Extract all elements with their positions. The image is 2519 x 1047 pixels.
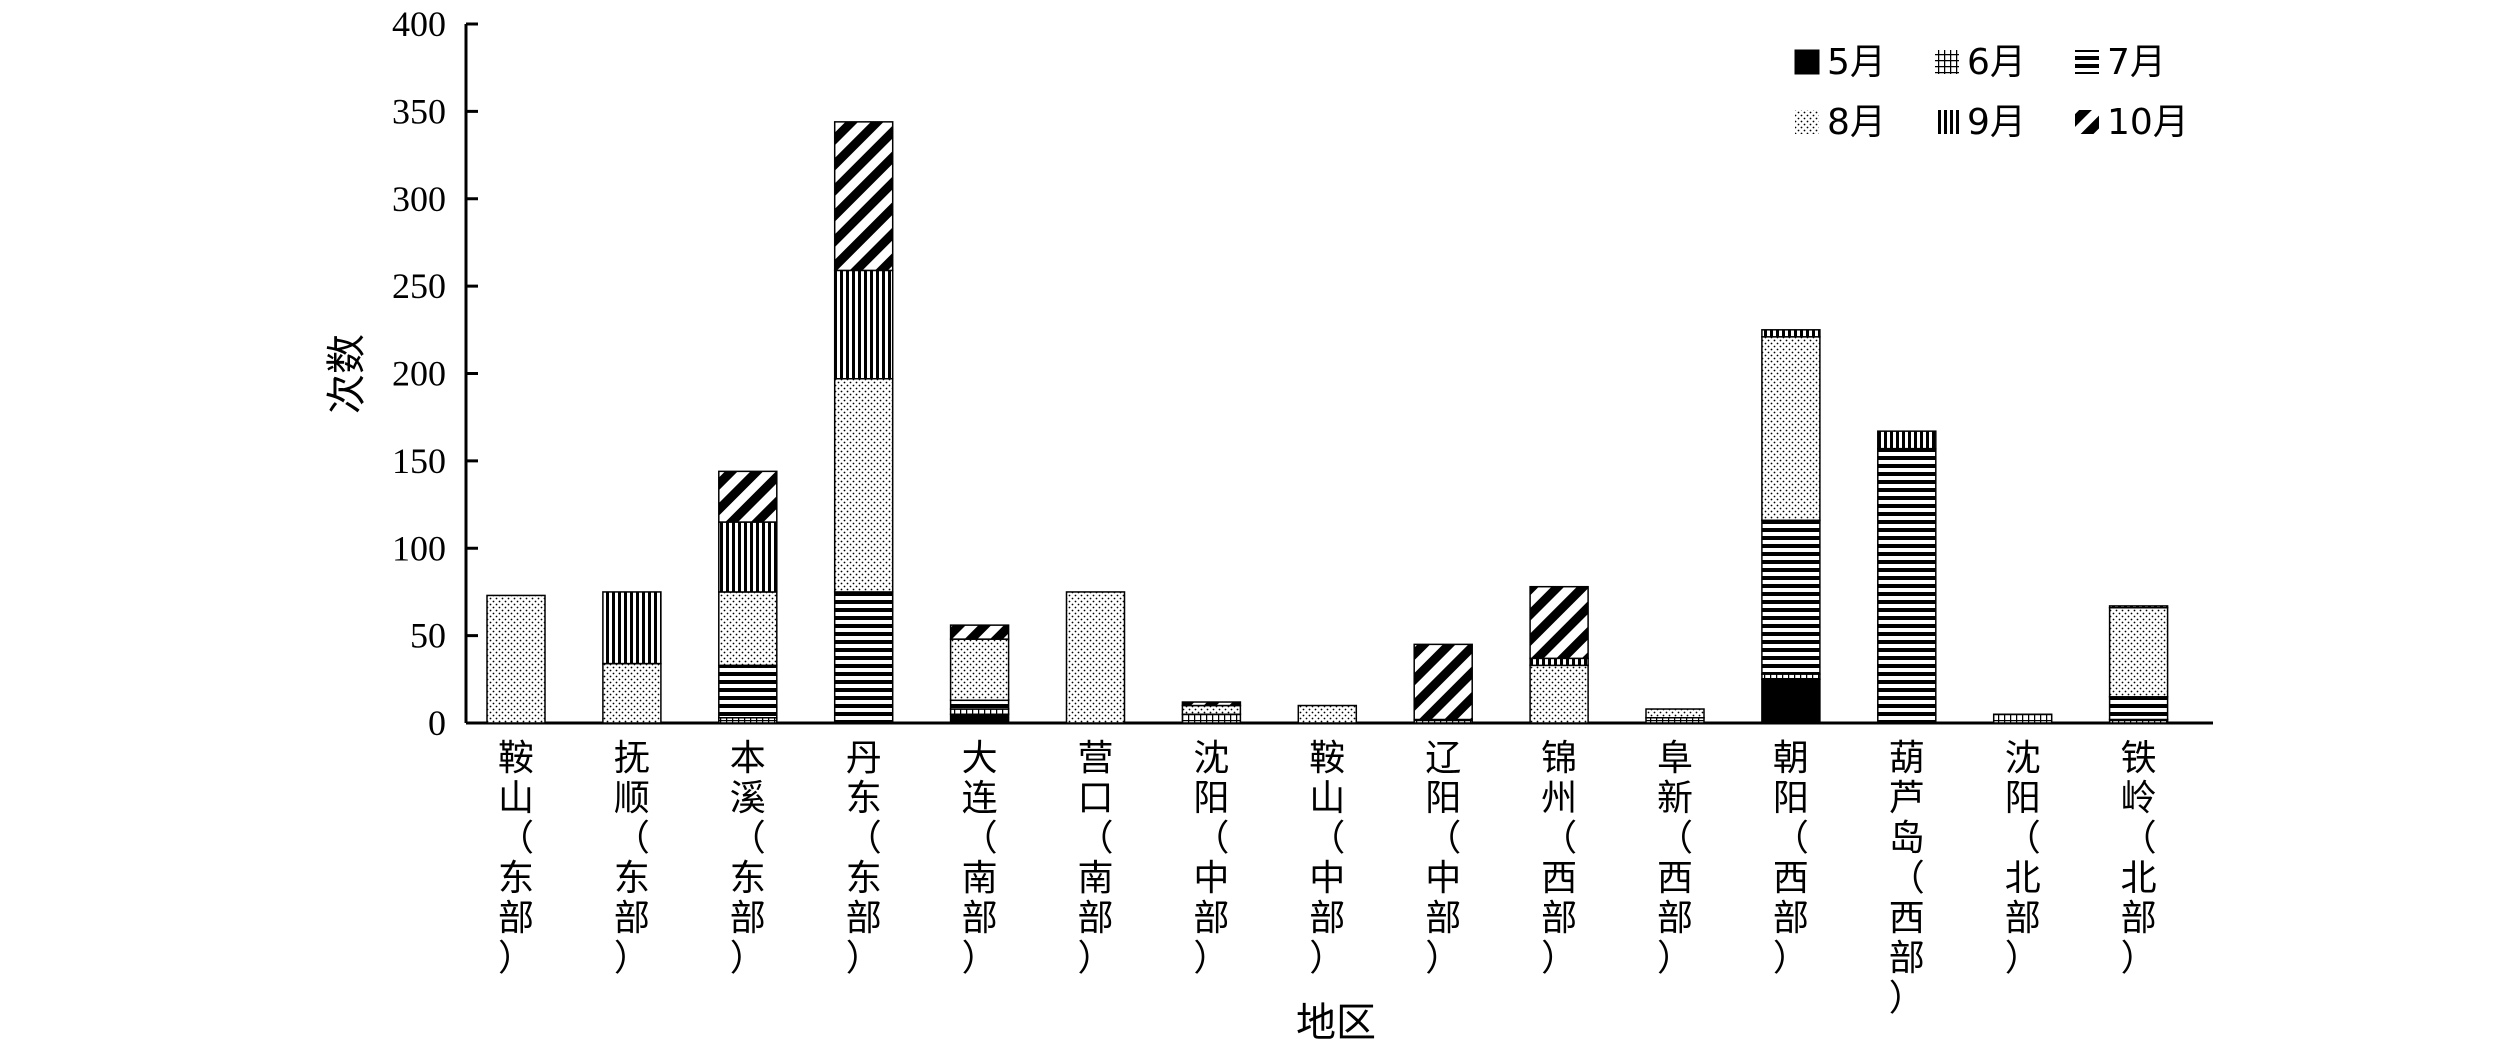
bar-segment xyxy=(1529,585,1589,660)
y-tick-label: 400 xyxy=(392,4,446,44)
bar-segment xyxy=(2108,605,2169,609)
legend-swatch xyxy=(1935,110,1959,134)
y-tick-label: 150 xyxy=(392,441,446,481)
bar-segment xyxy=(1413,643,1473,721)
bar-segment xyxy=(718,717,778,724)
y-tick-label: 300 xyxy=(392,179,446,219)
x-tick-label: 铁岭（北部） xyxy=(2121,738,2157,979)
bar-segment xyxy=(1529,657,1589,667)
x-tick-label: 沈阳（中部） xyxy=(1193,738,1229,979)
x-tick-label: 锦州（西部） xyxy=(1541,738,1577,979)
bar-segment xyxy=(1297,704,1358,724)
bar-segment xyxy=(1529,664,1589,724)
bar-segment xyxy=(2108,606,2169,698)
x-tick-label: 朝阳（西部） xyxy=(1773,738,1809,979)
legend-swatch xyxy=(1794,49,1820,75)
x-tick-label: 大连（南部） xyxy=(962,738,998,979)
x-tick-label: 营口（南部） xyxy=(1077,738,1113,979)
x-axis-title: 地区 xyxy=(1296,1000,1376,1046)
bar-segment xyxy=(1645,708,1705,719)
legend-label: 10月 xyxy=(2107,102,2189,143)
bar-segment xyxy=(833,377,894,593)
x-tick-label: 鞍山（中部） xyxy=(1309,738,1345,979)
bar-segment xyxy=(1992,713,2053,724)
legend-swatch xyxy=(1935,50,1959,74)
bar-segment xyxy=(949,624,1010,640)
bar-segment xyxy=(602,662,662,724)
bar-segment xyxy=(718,591,778,667)
category-labels: 鞍山（东部） 抚顺（东部） 本溪（东部） 丹东（东部） 大连（南部） 营口（南部） 沈阳（中… xyxy=(498,738,2157,1019)
bar-segment xyxy=(949,708,1010,716)
x-tick-label: 本溪（东部） xyxy=(730,738,766,979)
bar-segment xyxy=(1761,329,1821,338)
y-tick-label: 250 xyxy=(392,266,446,306)
legend-label: 7月 xyxy=(2107,42,2166,83)
bar-segment xyxy=(1181,713,1242,724)
y-tick-label: 200 xyxy=(392,354,446,394)
bar-segment xyxy=(949,713,1010,724)
bar-segment xyxy=(1877,430,1937,450)
bar-segment xyxy=(1181,704,1242,716)
bar-segment xyxy=(949,699,1010,710)
x-tick-label: 辽阳（中部） xyxy=(1425,738,1461,979)
legend-swatch xyxy=(1795,110,1819,134)
legend-swatch xyxy=(2075,50,2099,74)
bars xyxy=(486,121,2169,724)
x-tick-label: 丹东（东部） xyxy=(846,738,882,979)
bar-segment xyxy=(718,664,778,719)
x-tick-label: 抚顺（东部） xyxy=(614,738,650,979)
bar-segment xyxy=(718,521,778,593)
bar-segment xyxy=(1877,447,1937,724)
bar-segment xyxy=(1181,701,1242,707)
bar-segment xyxy=(718,470,778,523)
bar-segment xyxy=(833,121,894,272)
bar-segment xyxy=(2108,696,2169,721)
bar-segment xyxy=(1761,673,1821,681)
y-tick-label: 0 xyxy=(428,703,446,743)
bar-segment xyxy=(833,269,894,380)
y-tick-label: 100 xyxy=(392,528,446,568)
legend-swatch xyxy=(2075,110,2099,134)
y-tick-label: 50 xyxy=(410,616,446,656)
x-tick-label: 鞍山（东部） xyxy=(498,738,534,979)
y-tick-label: 350 xyxy=(392,91,446,131)
bar-segment xyxy=(1761,336,1821,522)
bar-segment xyxy=(486,594,546,724)
x-tick-label: 阜新（西部） xyxy=(1657,738,1693,979)
legend-label: 8月 xyxy=(1827,102,1886,143)
bar-segment xyxy=(1645,717,1705,724)
bar-segment xyxy=(833,591,894,724)
bar-segment xyxy=(1761,519,1821,675)
bar-segment xyxy=(1761,678,1821,724)
bar-segment xyxy=(1065,591,1126,724)
y-axis-title: 次数 xyxy=(324,334,370,414)
bar-segment xyxy=(949,638,1010,702)
legend: 5月 6月 7月 8月 9月 10月 xyxy=(1794,42,2189,143)
legend-label: 5月 xyxy=(1827,42,1886,83)
x-tick-label: 葫芦岛（西部） xyxy=(1889,738,1925,1019)
bar-segment xyxy=(602,591,662,665)
legend-label: 6月 xyxy=(1967,42,2026,83)
legend-label: 9月 xyxy=(1967,102,2026,143)
x-tick-label: 沈阳（北部） xyxy=(2005,738,2041,979)
